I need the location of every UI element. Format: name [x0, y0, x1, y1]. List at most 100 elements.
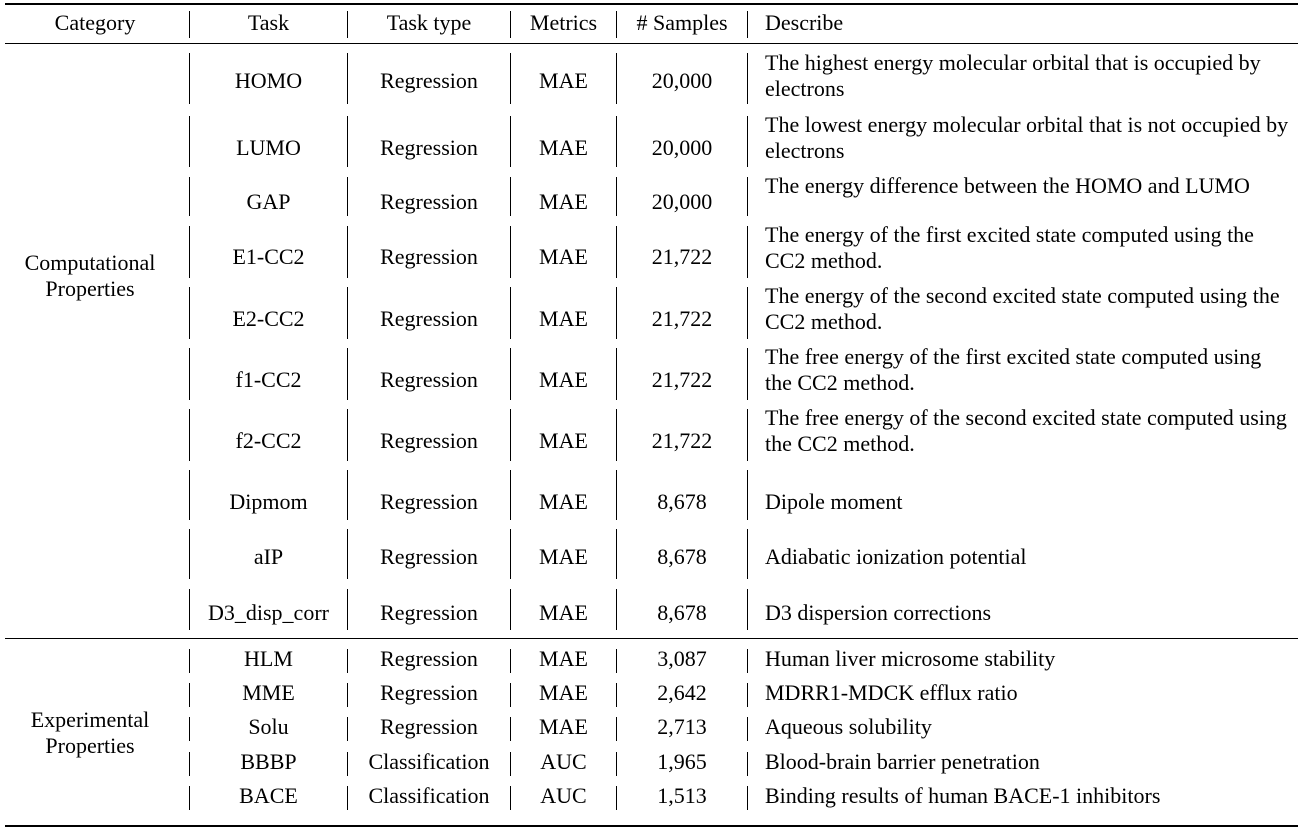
task-type-cell: Regression	[380, 646, 478, 671]
header-separator	[510, 11, 511, 38]
header-category: Category	[54, 10, 136, 35]
samples-cell: 20,000	[651, 189, 713, 214]
task-cell: Solu	[248, 714, 289, 739]
column-separator	[347, 529, 348, 579]
task-type-cell: Regression	[380, 189, 478, 214]
column-separator	[347, 348, 348, 400]
task-type-cell: Regression	[380, 600, 478, 625]
metric-cell: AUC	[540, 783, 587, 808]
describe-cell: MDRR1-MDCK efflux ratio	[765, 680, 1018, 705]
column-separator	[747, 53, 748, 104]
task-type-cell: Classification	[368, 749, 490, 774]
column-separator	[347, 683, 348, 707]
column-separator	[347, 177, 348, 216]
column-separator	[510, 589, 511, 630]
samples-cell: 1,513	[657, 783, 707, 808]
samples-cell: 1,965	[657, 749, 707, 774]
column-separator	[747, 529, 748, 579]
samples-cell: 21,722	[651, 244, 713, 269]
column-separator	[347, 786, 348, 810]
column-separator	[189, 226, 190, 278]
header-metrics: Metrics	[529, 10, 598, 35]
group-category-computational: Computational Properties	[24, 250, 156, 301]
column-separator	[347, 287, 348, 339]
column-separator	[510, 683, 511, 707]
column-separator	[347, 53, 348, 104]
column-separator	[616, 752, 617, 776]
header-task: Task	[247, 10, 290, 35]
column-separator	[510, 116, 511, 167]
metric-cell: MAE	[539, 189, 588, 214]
samples-cell: 20,000	[651, 68, 713, 93]
column-separator	[510, 470, 511, 520]
samples-cell: 21,722	[651, 428, 713, 453]
column-separator	[189, 529, 190, 579]
samples-cell: 8,678	[657, 489, 707, 514]
samples-cell: 21,722	[651, 367, 713, 392]
column-separator	[747, 470, 748, 520]
describe-cell: The lowest energy molecular orbital that…	[765, 112, 1289, 163]
column-separator	[616, 649, 617, 673]
samples-cell: 2,713	[657, 714, 707, 739]
top-rule	[5, 3, 1298, 5]
column-separator	[510, 786, 511, 810]
describe-cell: The highest energy molecular orbital tha…	[765, 50, 1261, 101]
task-type-cell: Regression	[380, 428, 478, 453]
column-separator	[616, 409, 617, 461]
header-rule	[5, 43, 1298, 44]
samples-cell: 20,000	[651, 135, 713, 160]
column-separator	[747, 717, 748, 741]
describe-cell: Human liver microsome stability	[765, 646, 1056, 671]
column-separator	[189, 786, 190, 810]
column-separator	[747, 348, 748, 400]
header-separator	[189, 11, 190, 38]
column-separator	[747, 177, 748, 216]
column-separator	[347, 409, 348, 461]
metric-cell: MAE	[539, 646, 588, 671]
task-type-cell: Regression	[380, 367, 478, 392]
task-type-cell: Regression	[380, 306, 478, 331]
task-type-cell: Regression	[380, 135, 478, 160]
column-separator	[616, 116, 617, 167]
describe-cell: The energy difference between the HOMO a…	[765, 173, 1250, 198]
metric-cell: MAE	[539, 68, 588, 93]
column-separator	[347, 649, 348, 673]
samples-cell: 3,087	[657, 646, 707, 671]
task-type-cell: Regression	[380, 244, 478, 269]
describe-cell: The energy of the first excited state co…	[765, 222, 1254, 273]
column-separator	[347, 116, 348, 167]
task-cell: E1-CC2	[232, 244, 305, 269]
column-separator	[616, 529, 617, 579]
describe-cell: The energy of the second excited state c…	[765, 283, 1280, 334]
header-task-type: Task type	[386, 10, 472, 35]
metric-cell: AUC	[540, 749, 587, 774]
column-separator	[347, 589, 348, 630]
column-separator	[616, 717, 617, 741]
group-divider-rule	[5, 638, 1298, 639]
column-separator	[616, 226, 617, 278]
column-separator	[347, 752, 348, 776]
column-separator	[616, 683, 617, 707]
column-separator	[747, 116, 748, 167]
describe-cell: Dipole moment	[765, 489, 903, 514]
header-separator	[747, 11, 748, 38]
column-separator	[747, 786, 748, 810]
column-separator	[189, 717, 190, 741]
column-separator	[347, 717, 348, 741]
column-separator	[189, 53, 190, 104]
column-separator	[510, 752, 511, 776]
column-separator	[189, 116, 190, 167]
column-separator	[616, 287, 617, 339]
column-separator	[189, 683, 190, 707]
task-cell: f1-CC2	[235, 367, 302, 392]
describe-cell: D3 dispersion corrections	[765, 600, 992, 625]
metric-cell: MAE	[539, 600, 588, 625]
column-separator	[510, 529, 511, 579]
column-separator	[747, 589, 748, 630]
metric-cell: MAE	[539, 680, 588, 705]
column-separator	[616, 348, 617, 400]
column-separator	[510, 53, 511, 104]
task-cell: BBBP	[240, 749, 297, 774]
describe-cell: The free energy of the first excited sta…	[765, 344, 1262, 395]
